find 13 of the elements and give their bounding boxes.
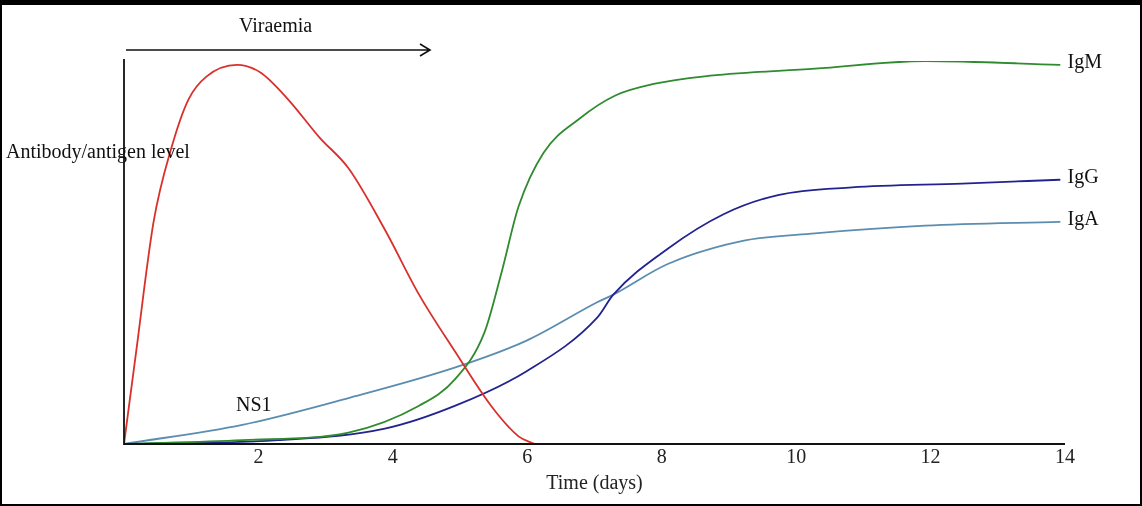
x-tick-label: 12 — [920, 445, 941, 468]
annotation: NS1 — [236, 393, 272, 416]
x-tick-label: 4 — [387, 445, 398, 468]
x-tick-label: 8 — [656, 445, 667, 468]
x-tick-label: 14 — [1055, 445, 1075, 468]
x-axis-title: Time (days) — [546, 471, 643, 495]
series-label: IgA — [1067, 207, 1100, 231]
series-label: IgM — [1067, 50, 1103, 74]
x-tick-label: 2 — [253, 445, 264, 468]
x-tick-label: 6 — [522, 445, 533, 468]
series-label: IgG — [1067, 164, 1099, 188]
text: Viraemia — [239, 14, 313, 37]
x-tick-label: 10 — [786, 445, 807, 468]
